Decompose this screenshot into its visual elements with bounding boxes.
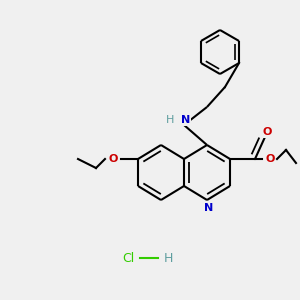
Text: H: H xyxy=(166,115,174,125)
Text: N: N xyxy=(182,115,190,125)
Text: O: O xyxy=(262,127,272,137)
Text: O: O xyxy=(108,154,118,164)
Text: N: N xyxy=(204,203,214,213)
Text: H: H xyxy=(163,251,173,265)
Text: Cl: Cl xyxy=(122,251,134,265)
Text: O: O xyxy=(265,154,275,164)
